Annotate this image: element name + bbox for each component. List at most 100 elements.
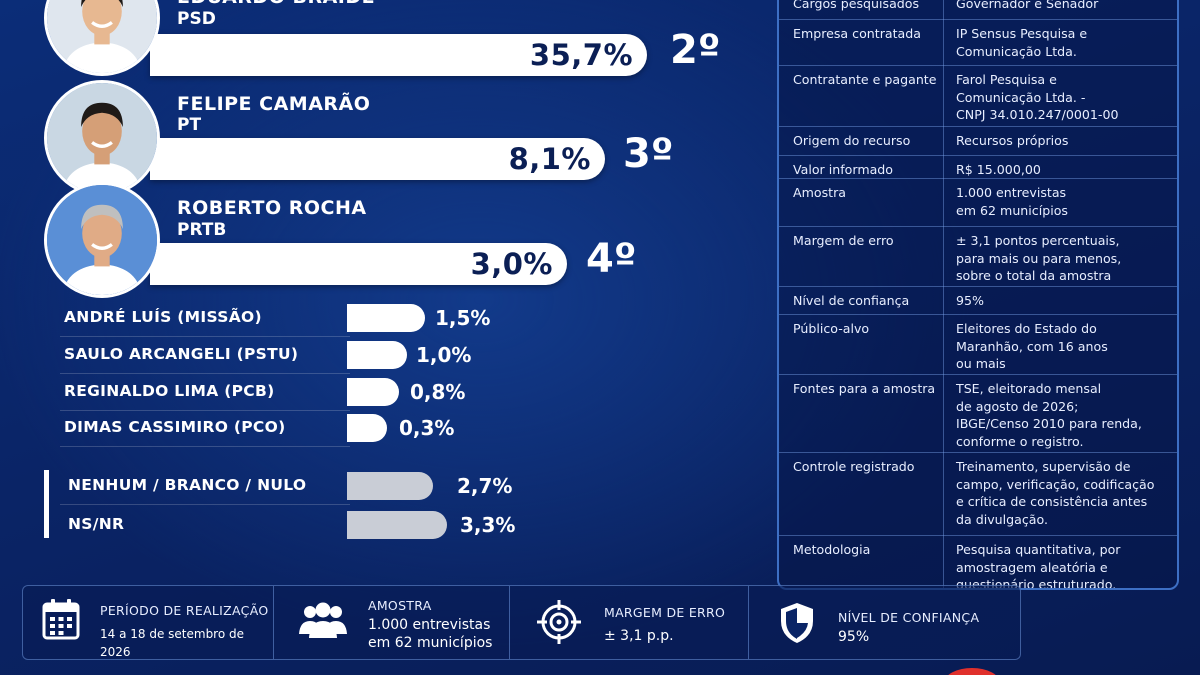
info-value: ± 3,1 pontos percentuais, para mais ou p… bbox=[956, 233, 1122, 283]
info-key: Fontes para a amostra bbox=[793, 381, 936, 396]
minor-candidate-row: DIMAS CASSIMIRO (PCO) 0,3% bbox=[60, 412, 550, 447]
info-value: TSE, eleitorado mensal de agosto de 2026… bbox=[956, 381, 1142, 449]
calendar-icon bbox=[42, 599, 80, 640]
other-response-bar bbox=[347, 472, 433, 500]
people-icon bbox=[299, 602, 347, 638]
candidate-bar: 8,1% bbox=[150, 138, 605, 180]
candidate-party: PT bbox=[177, 115, 202, 135]
info-value: Treinamento, supervisão de campo, verifi… bbox=[956, 459, 1155, 527]
minor-candidate-percentage: 1,5% bbox=[435, 306, 491, 330]
candidate-percentage: 8,1% bbox=[508, 142, 591, 176]
candidate-bar: 35,7% bbox=[150, 34, 647, 76]
info-key: Cargos pesquisados bbox=[793, 0, 920, 11]
info-key: Contratante e pagante bbox=[793, 72, 937, 87]
minor-candidate-bar bbox=[347, 304, 425, 332]
info-table-column-divider bbox=[943, 0, 944, 588]
minor-candidate-row: REGINALDO LIMA (PCB) 0,8% bbox=[60, 376, 550, 411]
row-divider bbox=[60, 446, 350, 447]
target-icon bbox=[537, 600, 581, 644]
row-divider bbox=[60, 373, 350, 374]
info-key: Empresa contratada bbox=[793, 26, 921, 41]
footer-divider bbox=[509, 586, 510, 659]
footer-divider bbox=[748, 586, 749, 659]
candidate-photo bbox=[44, 182, 160, 298]
minor-candidate-label: DIMAS CASSIMIRO (PCO) bbox=[64, 418, 286, 436]
other-responses-divider bbox=[44, 470, 49, 538]
other-response-percentage: 2,7% bbox=[457, 474, 513, 498]
info-table-row: Público-alvo Eleitores do Estado do Maran… bbox=[779, 314, 1177, 374]
other-response-bar bbox=[347, 511, 447, 539]
candidate-photo bbox=[44, 80, 160, 196]
other-response-label: NS/NR bbox=[68, 515, 125, 533]
info-table-row: Amostra 1.000 entrevistas em 62 município… bbox=[779, 178, 1177, 226]
sample-value-line-1: 1.000 entrevistas bbox=[368, 617, 491, 633]
logo-fragment bbox=[944, 668, 1000, 675]
period-value: 14 a 18 de setembro de 2026 bbox=[100, 627, 245, 659]
other-response-percentage: 3,3% bbox=[460, 513, 516, 537]
info-table-row: Controle registrado Treinamento, supervis… bbox=[779, 452, 1177, 535]
footer-margin: MARGEM DE ERRO ± 3,1 p.p. bbox=[510, 586, 748, 659]
candidate-percentage: 3,0% bbox=[470, 247, 553, 281]
row-divider bbox=[60, 410, 350, 411]
info-key: Valor informado bbox=[793, 162, 893, 177]
candidate-name: ROBERTO ROCHA bbox=[177, 197, 367, 219]
candidate-rank: 3º bbox=[623, 131, 674, 177]
info-value: Pesquisa quantitativa, por amostragem al… bbox=[956, 542, 1121, 590]
poll-info-table: Cargos pesquisados Governador e Senador Em… bbox=[777, 0, 1179, 590]
info-table-row: Origem do recurso Recursos próprios bbox=[779, 126, 1177, 155]
info-key: Amostra bbox=[793, 185, 846, 200]
footer-summary: PERÍODO DE REALIZAÇÃO 14 a 18 de setembr… bbox=[22, 585, 1021, 660]
footer-sample: AMOSTRA 1.000 entrevistas em 62 municípi… bbox=[274, 586, 509, 659]
minor-candidate-percentage: 0,3% bbox=[399, 416, 455, 440]
candidate-rank: 2º bbox=[670, 27, 721, 73]
margin-value: ± 3,1 p.p. bbox=[604, 628, 674, 644]
info-key: Metodologia bbox=[793, 542, 871, 557]
confidence-value: 95% bbox=[838, 629, 870, 645]
info-key: Origem do recurso bbox=[793, 133, 911, 148]
info-value: IP Sensus Pesquisa e Comunicação Ltda. bbox=[956, 26, 1088, 59]
confidence-title: NÍVEL DE CONFIANÇA bbox=[838, 610, 980, 625]
info-table-row: Nível de confiança 95% bbox=[779, 286, 1177, 314]
info-key: Nível de confiança bbox=[793, 293, 910, 308]
info-table-row: Contratante e pagante Farol Pesquisa e Co… bbox=[779, 65, 1177, 126]
minor-candidate-bar bbox=[347, 341, 407, 369]
info-key: Controle registrado bbox=[793, 459, 915, 474]
minor-candidate-label: SAULO ARCANGELI (PSTU) bbox=[64, 345, 299, 363]
minor-candidate-bar bbox=[347, 414, 387, 442]
info-table-row: Fontes para a amostra TSE, eleitorado men… bbox=[779, 374, 1177, 452]
info-table-row: Valor informado R$ 15.000,00 bbox=[779, 155, 1177, 178]
minor-candidate-bar bbox=[347, 378, 399, 406]
sample-title: AMOSTRA bbox=[368, 598, 432, 613]
info-value: Farol Pesquisa e Comunicação Ltda. - CNP… bbox=[956, 72, 1119, 122]
minor-candidate-row: SAULO ARCANGELI (PSTU) 1,0% bbox=[60, 339, 550, 374]
info-value: 1.000 entrevistas em 62 municípios bbox=[956, 185, 1068, 218]
minor-candidate-row: ANDRÉ LUÍS (MISSÃO) 1,5% bbox=[60, 302, 550, 337]
candidate-party: PSD bbox=[177, 9, 216, 29]
other-response-row: NENHUM / BRANCO / NULO 2,7% bbox=[60, 470, 550, 505]
info-value: R$ 15.000,00 bbox=[956, 162, 1041, 177]
margin-title: MARGEM DE ERRO bbox=[604, 605, 726, 620]
info-value: Recursos próprios bbox=[956, 133, 1069, 148]
info-table-row: Margem de erro ± 3,1 pontos percentuais, … bbox=[779, 226, 1177, 286]
sample-value-line-2: em 62 municípios bbox=[368, 635, 493, 651]
candidate-percentage: 35,7% bbox=[529, 38, 633, 72]
other-response-label: NENHUM / BRANCO / NULO bbox=[68, 476, 307, 494]
info-table-row: Empresa contratada IP Sensus Pesquisa e C… bbox=[779, 19, 1177, 65]
footer-confidence: NÍVEL DE CONFIANÇA 95% bbox=[749, 586, 1019, 659]
candidate-bar: 3,0% bbox=[150, 243, 567, 285]
period-title: PERÍODO DE REALIZAÇÃO bbox=[100, 603, 269, 618]
candidate-photo bbox=[44, 0, 160, 76]
info-table-row: Metodologia Pesquisa quantitativa, por am… bbox=[779, 535, 1177, 590]
footer-divider bbox=[273, 586, 274, 659]
candidate-party: PRTB bbox=[177, 220, 227, 240]
other-response-row: NS/NR 3,3% bbox=[60, 509, 550, 541]
minor-candidate-label: ANDRÉ LUÍS (MISSÃO) bbox=[64, 308, 262, 326]
info-value: 95% bbox=[956, 293, 984, 308]
minor-candidate-percentage: 0,8% bbox=[410, 380, 466, 404]
row-divider bbox=[60, 504, 350, 505]
candidate-name: FELIPE CAMARÃO bbox=[177, 93, 371, 115]
candidate-name: EDUARDO BRAIDE bbox=[177, 0, 375, 8]
footer-period: PERÍODO DE REALIZAÇÃO 14 a 18 de setembr… bbox=[23, 586, 273, 659]
minor-candidate-label: REGINALDO LIMA (PCB) bbox=[64, 382, 275, 400]
